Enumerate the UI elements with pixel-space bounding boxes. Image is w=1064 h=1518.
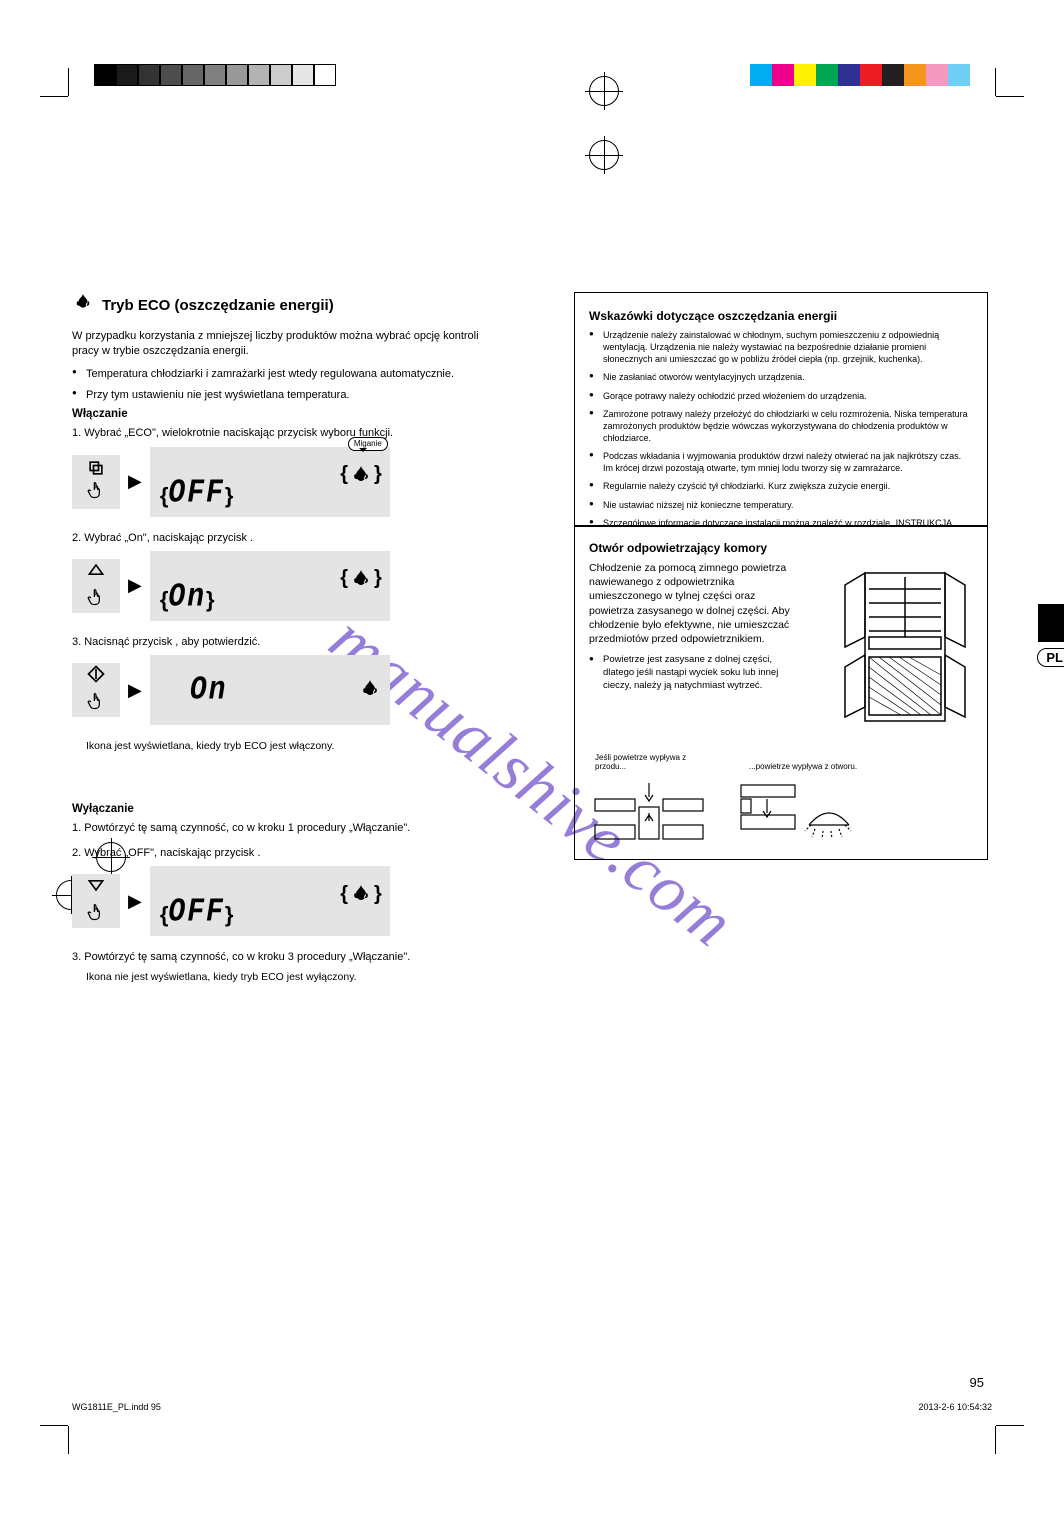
tip-6: Nie ustawiać niższej niż konieczne tempe… <box>589 499 973 511</box>
tip-5: Regularnie należy czyścić tył chłodziark… <box>589 480 973 492</box>
on-label: Włączanie <box>72 408 482 420</box>
caption-left: Jeśli powietrze wypływa z przodu... <box>595 753 715 771</box>
tip-3: Zamrożone potrawy należy przełożyć do ch… <box>589 408 973 444</box>
intro-text: W przypadku korzystania z mniejszej licz… <box>72 329 482 359</box>
tip-7: Szczegółowe informacje dotyczące instala… <box>589 517 973 525</box>
side-marker-icon <box>1038 604 1064 642</box>
footer-filename: WG1811E_PL.indd 95 <box>72 1402 161 1412</box>
down-button <box>72 874 120 928</box>
seg-off-1: OFF <box>168 475 224 512</box>
step3-text: 3. Nacisnąć przycisk , aby potwierdzić. <box>72 635 482 649</box>
lower-text: Chłodzenie za pomocą zimnego powietrza n… <box>589 561 796 646</box>
leaf-icon <box>349 882 373 906</box>
blink-l-icon: { <box>160 483 169 509</box>
leaf-icon <box>349 567 373 591</box>
lower-bullet: Powietrze jest zasysane z dolnej części,… <box>589 654 796 692</box>
caption-right: ...powietrze wypływa z otworu. <box>749 762 869 771</box>
diamond-confirm-icon <box>86 664 106 689</box>
lower-text-span: Chłodzenie za pomocą zimnego powietrza n… <box>589 562 790 645</box>
leaf-blink-wrap: { } <box>340 567 382 591</box>
triangle-down-icon <box>86 875 106 900</box>
airflow-left-icon <box>589 775 709 847</box>
arrow-icon: ▶ <box>128 891 142 912</box>
bullet-2: Przy tym ustawieniu nie jest wyświetlana… <box>72 388 482 403</box>
off-step2-panel: ▶ { OFF } { } <box>72 866 482 936</box>
crop-tl-icon <box>40 96 84 140</box>
step1-text: 1. Wybrać „ECO", wielokrotnie naciskając… <box>72 426 482 440</box>
registration-top-icon <box>585 136 623 174</box>
leaf-icon <box>349 463 373 487</box>
hand-tap-icon <box>86 691 106 716</box>
crop-tr-icon <box>980 96 1024 140</box>
bullet-1: Temperatura chłodziarki i zamrażarki jes… <box>72 367 482 382</box>
step2-text: 2. Wybrać „On", naciskając przycisk . <box>72 531 482 545</box>
select-icon <box>86 458 106 478</box>
tips-lower: Otwór odpowietrzający komory Chłodzenie … <box>589 537 973 847</box>
grayscale-bar <box>94 64 336 86</box>
tip-4: Podczas wkładania i wyjmowania produktów… <box>589 450 973 474</box>
arrow-icon: ▶ <box>128 680 142 701</box>
leaf-solid-wrap <box>358 677 382 701</box>
fridge-illustration <box>839 567 971 732</box>
footer-line: WG1811E_PL.indd 95 2013-2-6 10:54:32 <box>72 1402 992 1412</box>
off-step2: 2. Wybrać „OFF", naciskając przycisk . <box>72 846 482 860</box>
off-step1: 1. Powtórzyć tę samą czynność, co w krok… <box>72 821 482 835</box>
arrow-icon: ▶ <box>128 471 142 492</box>
up-button <box>72 559 120 613</box>
note-on: Ikona jest wyświetlana, kiedy tryb ECO j… <box>72 739 482 753</box>
tips-upper: Wskazówki dotyczące oszczędzania energii… <box>589 305 973 525</box>
step2-panel: ▶ { On } { } <box>72 551 482 621</box>
col-left: Tryb ECO (oszczędzanie energii) W przypa… <box>72 292 482 993</box>
display-panel-off: { OFF } { } <box>150 866 390 936</box>
box-divider <box>575 525 987 527</box>
display-panel-2: { On } { } <box>150 551 390 621</box>
seg-on-2: On <box>190 672 228 709</box>
off-step3: 3. Powtórzyć tę samą czynność, co w krok… <box>72 950 482 964</box>
step3-panel: ▶ On <box>72 655 482 725</box>
display-panel-3: On <box>150 655 390 725</box>
seg-off-2: OFF <box>168 894 224 931</box>
arrow-icon: ▶ <box>128 575 142 596</box>
lower-title: Otwór odpowietrzający komory <box>589 541 973 555</box>
color-bar <box>750 64 970 86</box>
blink-r-icon: } <box>225 483 234 509</box>
language-tab: PL <box>1037 604 1064 667</box>
triangle-up-icon <box>86 560 106 585</box>
heading-text: Tryb ECO (oszczędzanie energii) <box>102 297 334 314</box>
tip-2: Gorące potrawy należy ochłodzić przed wł… <box>589 390 973 402</box>
registration-bottom-icon <box>585 72 623 110</box>
leaf-blink-wrap: { } <box>340 882 382 906</box>
hand-tap-icon <box>86 902 106 927</box>
airflow-diagrams <box>589 775 857 847</box>
page-number: 95 <box>970 1375 984 1390</box>
section-heading: Tryb ECO (oszczędzanie energii) <box>72 292 482 319</box>
hand-tap-icon <box>86 587 106 612</box>
confirm-button <box>72 663 120 717</box>
note-off: Ikona nie jest wyświetlana, kiedy tryb E… <box>72 970 482 984</box>
tip-0: Urządzenie należy zainstalować w chłodny… <box>589 329 973 365</box>
display-panel-1: Miganie { OFF } { } <box>150 447 390 517</box>
func-select-button <box>72 455 120 509</box>
content: Tryb ECO (oszczędzanie energii) W przypa… <box>72 232 992 1518</box>
tips-title: Wskazówki dotyczące oszczędzania energii <box>589 309 973 323</box>
language-badge: PL <box>1037 648 1064 667</box>
tips-box: Wskazówki dotyczące oszczędzania energii… <box>574 292 988 860</box>
tip-1: Nie zasłaniać otworów wentylacyjnych urz… <box>589 371 973 383</box>
leaf-icon <box>358 677 382 701</box>
hand-tap-icon <box>86 480 106 505</box>
off-label: Wyłączanie <box>72 803 482 815</box>
step1-panel: ▶ Miganie { OFF } { } <box>72 447 482 517</box>
page-root: PL manualshive.com Tryb ECO (oszczędzani… <box>0 0 1064 1502</box>
airflow-right-icon <box>737 775 857 847</box>
footer-timestamp: 2013-2-6 10:54:32 <box>918 1402 992 1412</box>
seg-on-1: On <box>168 579 206 616</box>
bubble-text: Miganie <box>348 437 388 452</box>
col-right: Wskazówki dotyczące oszczędzania energii… <box>574 292 988 860</box>
leaf-blink-wrap: { } <box>340 463 382 487</box>
leaf-icon <box>72 292 94 319</box>
